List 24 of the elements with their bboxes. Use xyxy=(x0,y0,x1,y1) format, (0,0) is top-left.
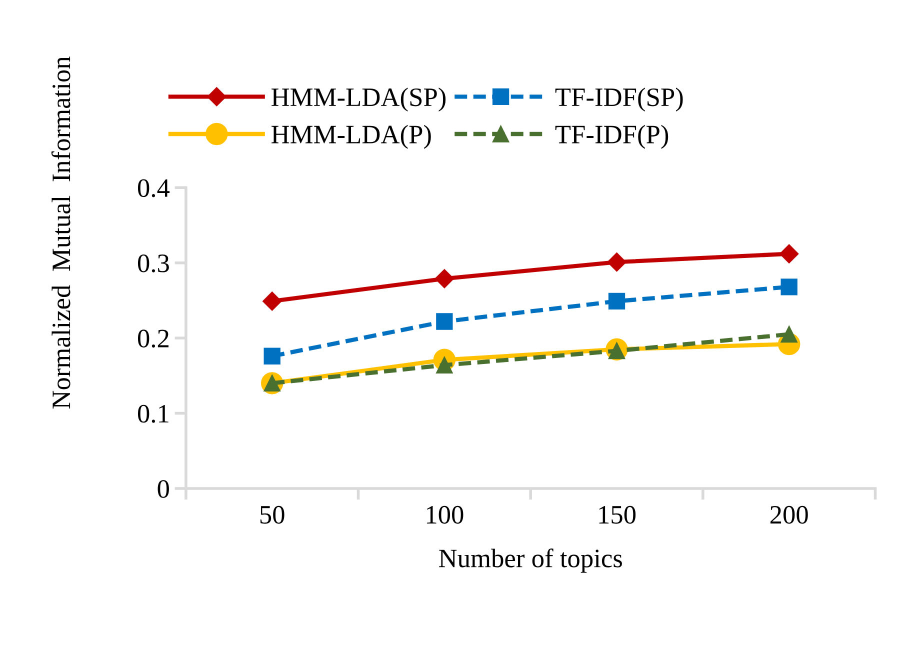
legend-label: TF-IDF(SP) xyxy=(555,88,683,112)
point xyxy=(607,252,626,272)
point xyxy=(780,278,798,296)
point xyxy=(780,326,798,343)
point xyxy=(262,292,282,311)
x-tick-label: 200 xyxy=(770,506,808,524)
point xyxy=(608,292,626,310)
legend-label: TF-IDF(P) xyxy=(555,124,668,149)
y-axis-title: Normalized Mutual Information xyxy=(51,56,70,409)
x-tick-label: 100 xyxy=(426,506,464,524)
point xyxy=(264,348,280,364)
y-tick-label: 0.4 xyxy=(138,179,170,198)
point xyxy=(434,269,454,288)
y-tick-label: 0 xyxy=(158,480,169,498)
y-tick-label: 0.2 xyxy=(138,330,169,348)
x-axis-title: Number of topics xyxy=(439,548,622,573)
x-tick-label: 50 xyxy=(260,506,284,524)
x-tick-label: 150 xyxy=(599,506,636,524)
point xyxy=(436,313,453,330)
legend-label: HMM-LDA(SP) xyxy=(272,88,446,112)
point xyxy=(780,244,799,264)
legend-label: HMM-LDA(P) xyxy=(272,124,431,149)
y-tick-label: 0.3 xyxy=(138,254,169,272)
y-tick-label: 0.1 xyxy=(138,404,168,423)
